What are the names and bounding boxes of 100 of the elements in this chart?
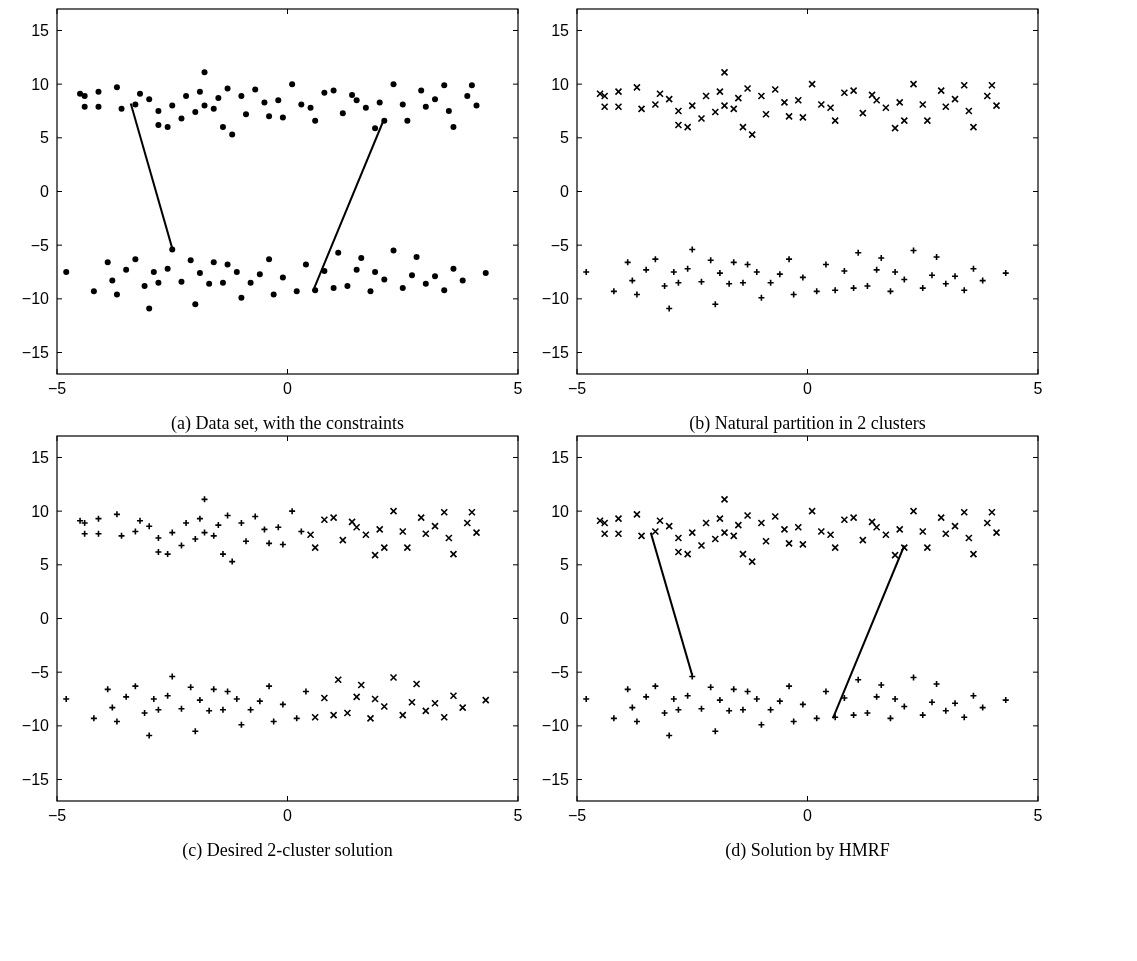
point bbox=[988, 508, 996, 517]
point bbox=[849, 513, 858, 522]
point bbox=[458, 703, 467, 712]
x-tick-label: 5 bbox=[1033, 807, 1043, 824]
text: (c) Desired 2-cluster solution bbox=[182, 840, 393, 861]
point bbox=[702, 92, 710, 100]
point bbox=[877, 254, 886, 262]
point bbox=[348, 518, 356, 526]
y-tick-label: −10 bbox=[21, 290, 50, 308]
y-tick-label: −5 bbox=[30, 236, 50, 254]
y-tick-label: 15 bbox=[31, 449, 50, 467]
y-tick-label: 10 bbox=[551, 502, 570, 520]
x-tick-label: 0 bbox=[803, 807, 813, 824]
y-tick-label: 5 bbox=[40, 556, 50, 574]
point bbox=[960, 286, 969, 295]
point bbox=[1001, 696, 1010, 704]
point bbox=[371, 551, 379, 559]
point bbox=[422, 707, 430, 715]
point bbox=[900, 116, 909, 125]
y-tick-label: 0 bbox=[560, 183, 570, 201]
point bbox=[923, 543, 932, 552]
point bbox=[918, 284, 927, 292]
y-tick-label: −5 bbox=[550, 663, 570, 681]
y-tick-label: −10 bbox=[541, 717, 570, 735]
y-tick-label: −10 bbox=[21, 717, 50, 735]
point bbox=[780, 98, 789, 107]
point bbox=[872, 96, 881, 105]
point bbox=[859, 536, 867, 544]
point bbox=[859, 109, 867, 117]
point bbox=[739, 550, 747, 558]
y-tick-label: 10 bbox=[31, 502, 50, 520]
y-tick-label: 5 bbox=[560, 129, 570, 147]
y-tick-label: −15 bbox=[541, 344, 570, 362]
point bbox=[988, 81, 996, 90]
text: (a) Data set, with the constraints bbox=[171, 413, 404, 434]
point bbox=[942, 102, 950, 111]
y-tick-label: 15 bbox=[551, 449, 570, 467]
point bbox=[808, 80, 816, 88]
point bbox=[651, 100, 660, 109]
point bbox=[992, 528, 1001, 537]
point bbox=[794, 523, 803, 532]
point bbox=[651, 527, 660, 536]
point bbox=[743, 84, 752, 93]
x-tick-label: 0 bbox=[283, 380, 293, 397]
point bbox=[868, 518, 876, 526]
point bbox=[380, 543, 389, 552]
point bbox=[600, 529, 609, 538]
y-tick-label: 0 bbox=[40, 183, 50, 201]
point bbox=[422, 529, 430, 538]
point bbox=[960, 713, 969, 722]
point bbox=[339, 536, 347, 544]
point bbox=[440, 508, 449, 517]
point bbox=[729, 105, 738, 113]
point bbox=[840, 515, 849, 524]
y-tick-label: 5 bbox=[560, 556, 570, 574]
point bbox=[923, 116, 932, 125]
point bbox=[965, 534, 973, 542]
point bbox=[311, 713, 319, 722]
point bbox=[320, 515, 329, 524]
point bbox=[808, 507, 816, 515]
point bbox=[389, 673, 398, 682]
y-tick-label: −15 bbox=[21, 344, 50, 362]
y-tick-label: 0 bbox=[560, 610, 570, 628]
point bbox=[794, 96, 803, 105]
point bbox=[872, 523, 881, 532]
x-tick-label: 5 bbox=[513, 807, 523, 824]
point bbox=[918, 711, 927, 719]
point bbox=[362, 530, 370, 539]
point bbox=[960, 508, 969, 517]
point bbox=[371, 695, 379, 703]
y-tick-label: −15 bbox=[541, 771, 570, 789]
point bbox=[895, 98, 904, 107]
text: (b) Natural partition in 2 clusters bbox=[689, 413, 926, 434]
point bbox=[702, 519, 710, 527]
x-tick-label: 5 bbox=[1033, 380, 1043, 397]
point bbox=[891, 124, 899, 132]
point bbox=[472, 528, 481, 537]
point bbox=[942, 529, 950, 538]
point bbox=[817, 100, 826, 109]
point bbox=[440, 713, 449, 722]
text: (d) Solution by HMRF bbox=[725, 840, 890, 861]
point bbox=[840, 88, 849, 97]
point bbox=[960, 81, 969, 90]
y-tick-label: −5 bbox=[550, 236, 570, 254]
point bbox=[352, 523, 361, 532]
point bbox=[697, 114, 706, 123]
y-tick-label: 10 bbox=[31, 75, 50, 93]
point bbox=[665, 95, 673, 103]
point bbox=[403, 543, 412, 552]
y-tick-label: 10 bbox=[551, 75, 570, 93]
point bbox=[965, 107, 973, 115]
point bbox=[849, 86, 858, 95]
point bbox=[868, 91, 876, 99]
point bbox=[780, 525, 789, 534]
point bbox=[877, 681, 886, 689]
point bbox=[729, 532, 738, 540]
point bbox=[445, 534, 453, 542]
point bbox=[992, 101, 1001, 110]
point bbox=[720, 528, 729, 537]
point bbox=[817, 527, 826, 536]
